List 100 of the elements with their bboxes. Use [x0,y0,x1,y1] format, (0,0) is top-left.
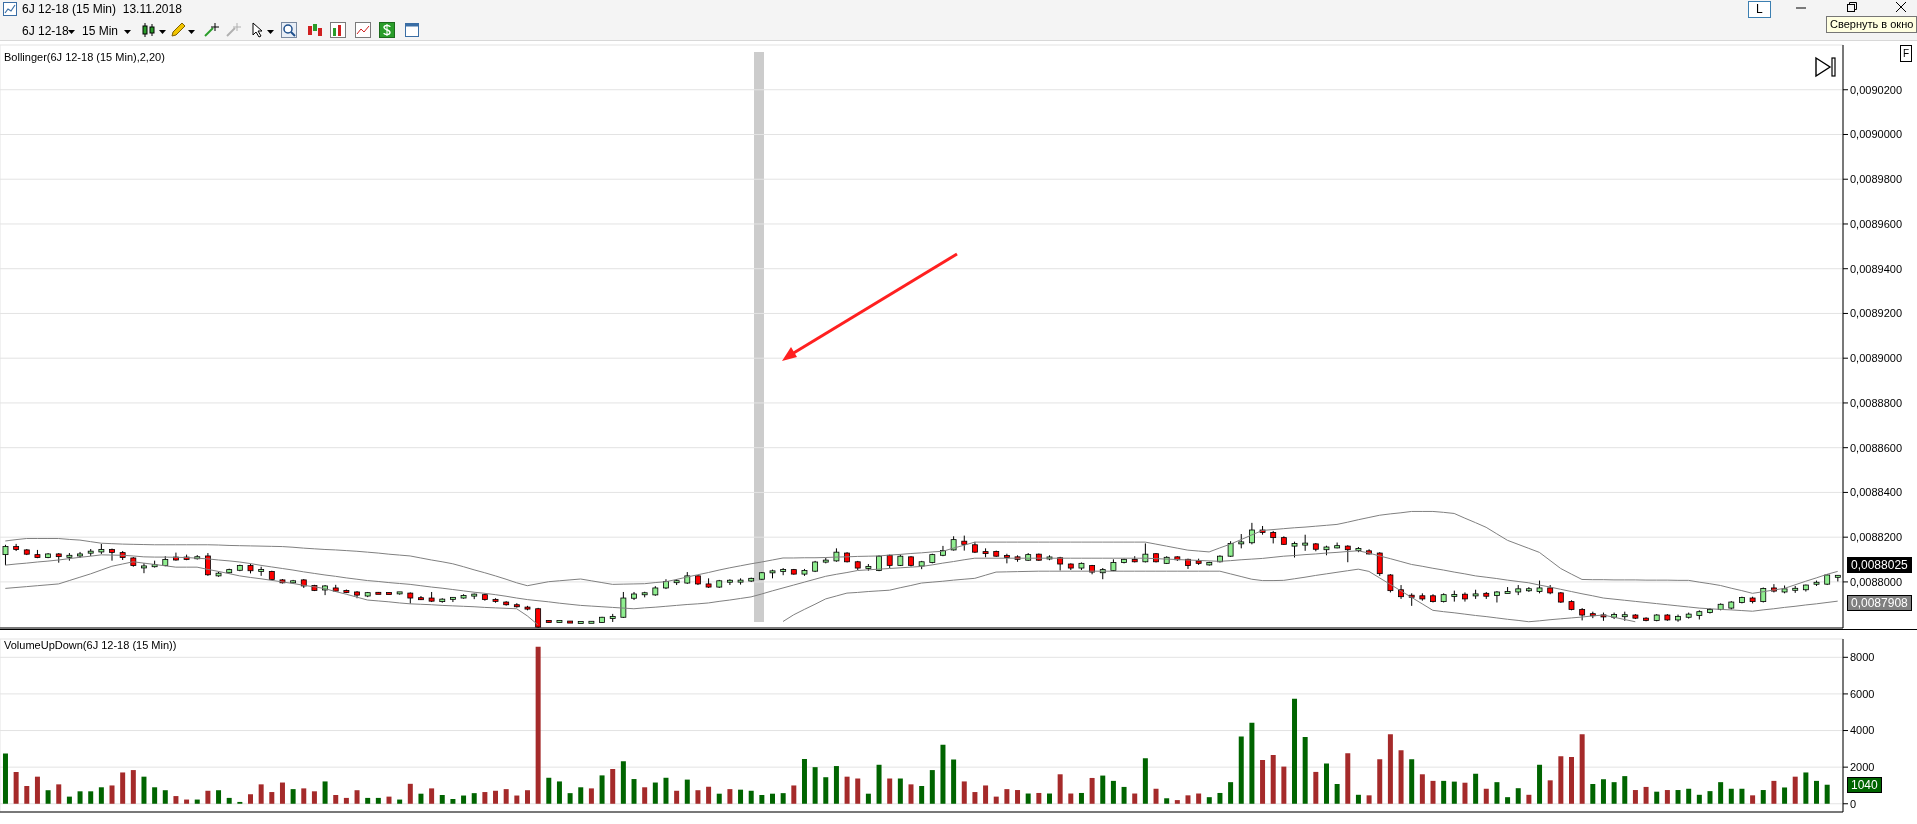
bar [1387,734,1393,804]
bar [1707,791,1713,804]
y-tick-label: 0,0089600 [1850,217,1902,230]
bar [1675,790,1681,804]
bar [418,793,424,804]
bar [1164,798,1170,804]
bar [322,781,328,804]
bar [354,790,360,804]
bar [1281,766,1287,804]
bar [248,794,254,804]
bar [56,784,62,804]
bar [865,793,871,804]
bar [567,793,573,804]
y-tick-label: 0,0089200 [1850,307,1902,320]
bar [833,766,839,804]
candlestick [620,591,627,619]
text: L [1748,1,1771,18]
bar [1323,763,1329,804]
bar [333,794,339,804]
bar [940,744,946,804]
bar [1334,783,1340,804]
bar [951,759,957,804]
line-series [4,510,1839,594]
y-tick-label: 4000 [1850,724,1875,737]
bar [439,794,445,804]
bar [120,772,126,804]
bar [1483,788,1489,804]
bar [397,799,403,804]
bar [1206,797,1212,804]
bar [716,793,722,804]
bar [1419,774,1425,804]
bar [1590,783,1596,804]
bar [535,646,541,804]
bar [578,787,584,804]
bar [1046,793,1052,804]
bar [1078,792,1084,804]
bar [897,778,903,804]
bar [684,779,690,804]
bar [546,777,552,804]
bar [983,785,989,804]
bar [1430,780,1436,804]
bar [24,786,30,804]
bar [631,779,637,804]
bar [1515,788,1521,804]
bar [588,788,594,804]
bar [780,793,786,804]
candlestick [1003,553,1010,564]
bar [1537,764,1543,804]
bar [1632,790,1638,804]
bar [1824,784,1830,804]
bar [1004,789,1010,804]
bar [823,777,829,804]
chart-title: VolumeUpDown(6J 12-18 (15 Min)) [4,638,177,653]
bar [365,797,371,804]
bar [1505,797,1511,804]
bar [1270,755,1276,804]
bar [1121,786,1127,804]
bar [1196,793,1202,804]
bar [1153,788,1159,804]
bar [1473,773,1479,804]
bar [791,785,797,804]
bar [1664,790,1670,804]
bar [1739,788,1745,804]
bar [727,789,733,804]
bar [1228,782,1234,804]
bar [1355,794,1361,804]
bar [194,799,200,804]
bar [1025,793,1031,804]
y-tick-label: 0,0089800 [1850,173,1902,186]
bar [1462,782,1468,804]
text: 15 Min [82,24,119,39]
bar [88,791,94,804]
y-tick-label: 0,0090200 [1850,83,1902,96]
bar [1494,782,1500,804]
bar [1249,722,1255,804]
bar [1803,772,1809,804]
bar [1185,795,1191,804]
bar [1036,792,1042,804]
text: Свернуть в окно [1826,16,1917,33]
y-tick-label: 0,0088000 [1850,575,1902,588]
y-tick-label: 2000 [1850,761,1875,774]
bar [493,790,499,804]
bar [1728,788,1734,804]
bar [1643,786,1649,804]
bar [610,768,616,804]
bar [1345,753,1351,804]
bar [1579,734,1585,804]
bar [1100,775,1106,804]
bar [972,792,978,804]
candlestick [1494,590,1500,603]
bar [45,790,51,804]
bar [1174,800,1180,804]
candlestick [109,548,115,562]
bar [908,784,914,804]
bar [34,776,40,804]
bar [1089,777,1095,804]
bar [152,787,158,804]
bar [1558,756,1564,804]
bar [503,789,509,804]
bar [1217,792,1223,804]
